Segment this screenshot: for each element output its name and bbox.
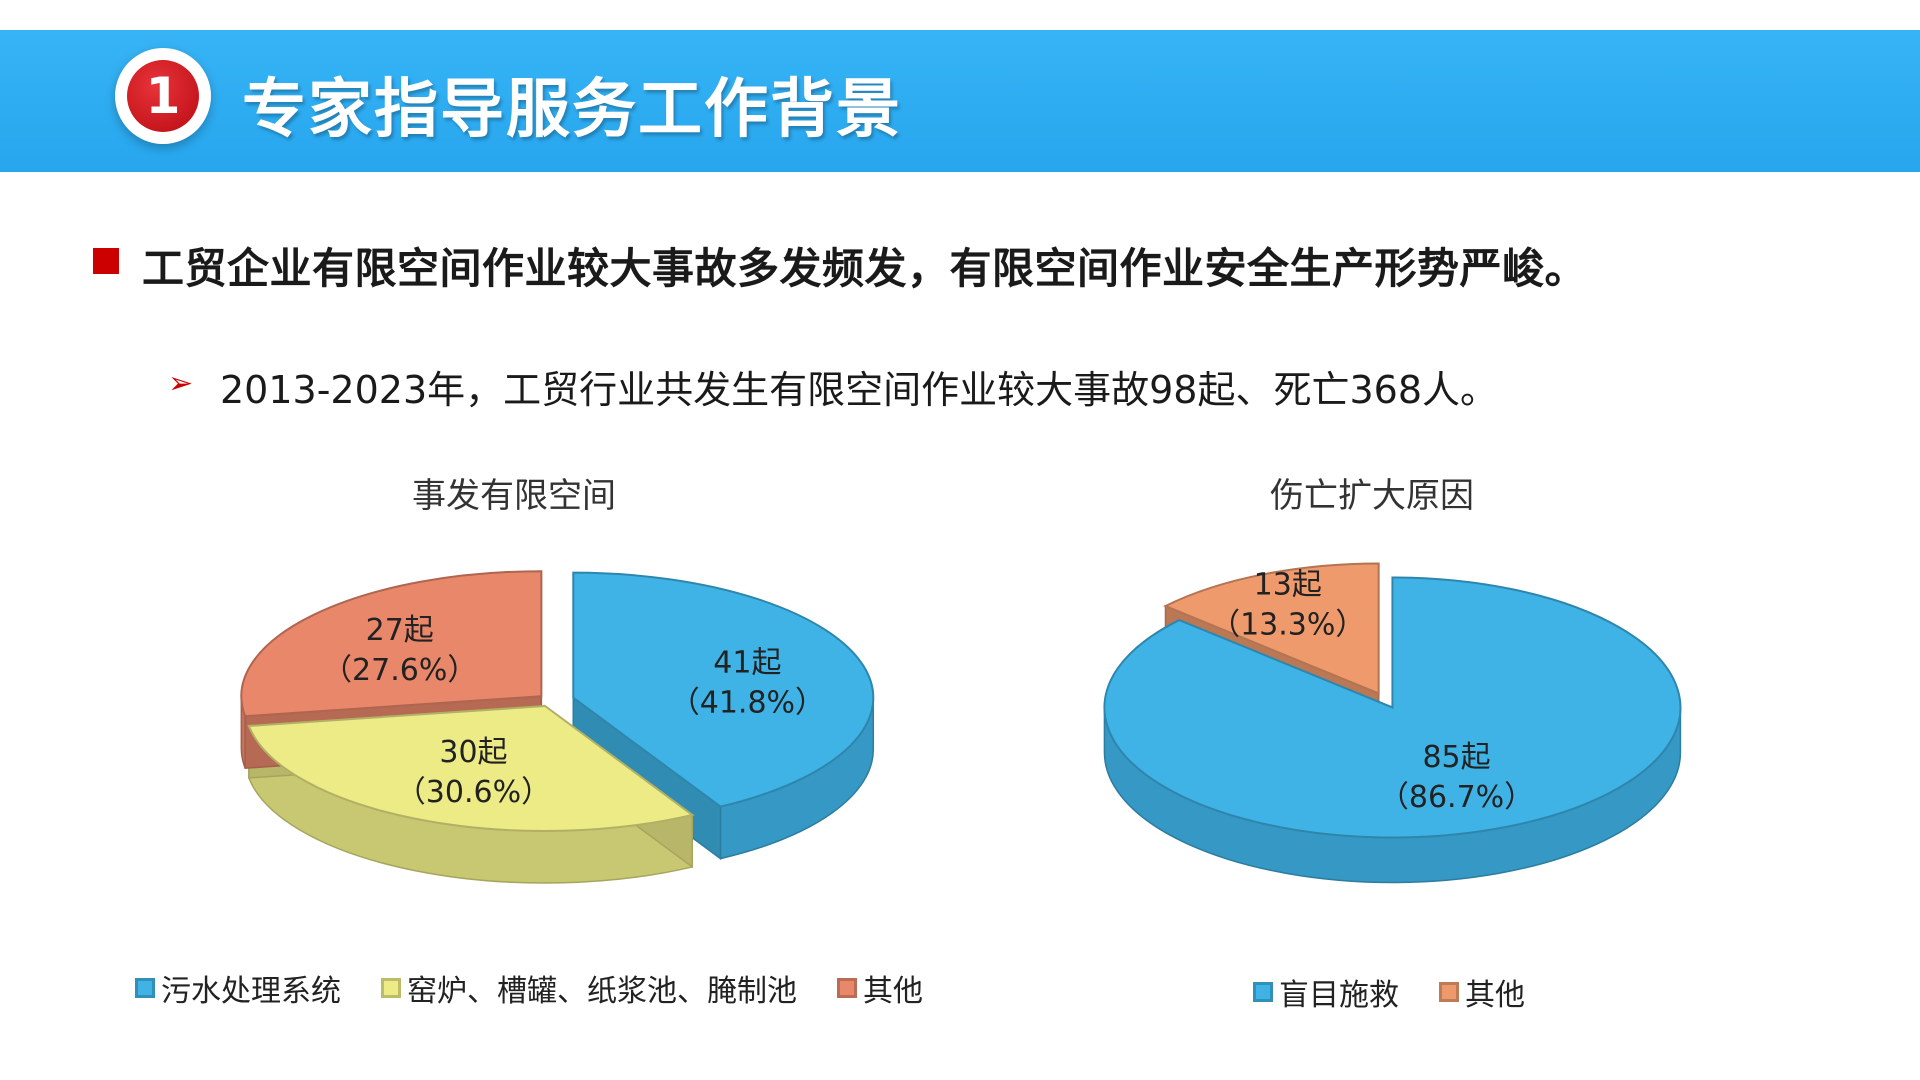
chart2-legend-item-1: 其他 (1439, 970, 1525, 1014)
chart2-slice-0 (1103, 576, 1682, 839)
chart1-slice-1 (247, 704, 695, 832)
legend-label: 污水处理系统 (161, 974, 341, 1009)
chart1-label-pct-1: （30.6%） (396, 775, 551, 810)
chart1-title: 事发有限空间 (412, 476, 616, 516)
chart2-legend: 盲目施救 其他 (1253, 970, 1565, 1014)
square-bullet-icon (93, 248, 119, 274)
legend-swatch-icon (381, 978, 401, 998)
chart2-legend-item-0: 盲目施救 (1253, 970, 1399, 1014)
legend-swatch-icon (135, 978, 155, 998)
title-banner (0, 30, 1920, 172)
chart1-label-count-1: 30起 (439, 735, 507, 770)
chart1-legend-item-2: 其他 (837, 966, 923, 1010)
chart1-slice-2 (240, 570, 543, 718)
chart1-label-pct-0: （41.8%） (670, 686, 825, 721)
legend-swatch-icon (1439, 982, 1459, 1002)
headline-text: 工贸企业有限空间作业较大事故多发频发，有限空间作业安全生产形势严峻。 (142, 244, 1588, 293)
pie-chart-accident-space: 41起 （41.8%） 30起 （30.6%） 27起 （27.6%） (240, 570, 875, 884)
subline-text: 2013-2023年，工贸行业共发生有限空间作业较大事故98起、死亡368人。 (220, 368, 1499, 412)
pie-chart-casualty-cause: 85起 （86.7%） 13起 （13.3%） (1103, 562, 1682, 884)
legend-swatch-icon (837, 978, 857, 998)
chart1-label-count-2: 27起 (366, 613, 434, 648)
arrow-bullet-icon: ➢ (168, 366, 194, 401)
legend-label: 盲目施救 (1279, 978, 1399, 1013)
legend-label: 窑炉、槽罐、纸浆池、腌制池 (407, 974, 797, 1009)
chart1-legend: 污水处理系统 窑炉、槽罐、纸浆池、腌制池 其他 (135, 966, 963, 1010)
chart1-slice-0 (572, 571, 875, 808)
chart2-label-pct-1: （13.3%） (1210, 608, 1365, 643)
chart2-title: 伤亡扩大原因 (1270, 476, 1474, 516)
section-number-badge: 1 (115, 48, 211, 144)
chart1-label-count-0: 41起 (713, 646, 781, 681)
legend-label: 其他 (1465, 978, 1525, 1013)
page-title: 专家指导服务工作背景 (242, 73, 902, 147)
chart2-label-count-1: 13起 (1254, 568, 1322, 603)
chart1-legend-item-1: 窑炉、槽罐、纸浆池、腌制池 (381, 966, 797, 1010)
chart2-slice-1 (1163, 562, 1380, 695)
section-number: 1 (127, 60, 199, 132)
legend-swatch-icon (1253, 982, 1273, 1002)
chart2-label-pct-0: （86.7%） (1379, 780, 1534, 815)
chart1-label-pct-2: （27.6%） (322, 653, 477, 688)
chart1-legend-item-0: 污水处理系统 (135, 966, 341, 1010)
legend-label: 其他 (863, 974, 923, 1009)
chart2-label-count-0: 85起 (1422, 740, 1490, 775)
